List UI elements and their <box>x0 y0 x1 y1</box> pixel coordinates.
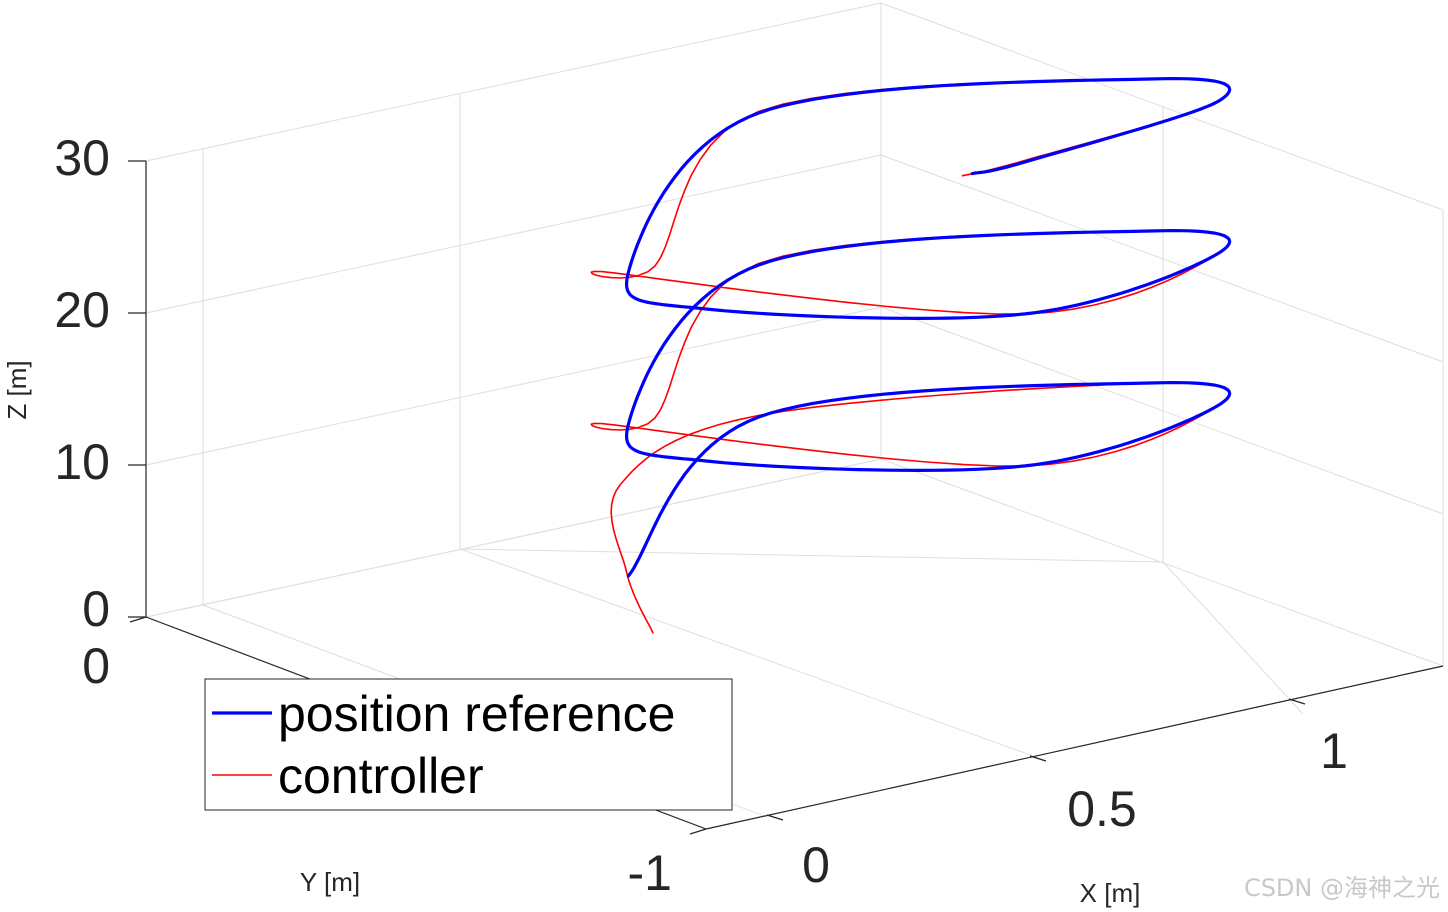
x-axis-line <box>705 665 1444 830</box>
x-tick-label: 1 <box>1320 723 1348 779</box>
z-tick-label: 20 <box>54 282 110 338</box>
y-axis-label: Y [m] <box>300 867 360 897</box>
z-tick-label: 10 <box>54 434 110 490</box>
x-tick-mark <box>1288 698 1306 705</box>
z-tick-label: 30 <box>54 130 110 186</box>
grid-line <box>145 458 882 618</box>
grid-line <box>880 306 1444 515</box>
x-tick-label: 0 <box>802 837 830 893</box>
grid-line <box>1162 561 1304 715</box>
tick-labels: 30 20 10 0 0 -1 0 0.5 1 <box>54 130 1348 901</box>
grid <box>145 2 1444 830</box>
grid-line <box>880 2 1444 211</box>
legend-box <box>204 678 733 811</box>
grid-line <box>880 458 1444 667</box>
y-tick-label: 0 <box>82 638 110 694</box>
grid-line <box>145 2 882 162</box>
legend-label-controller: controller <box>278 748 484 804</box>
x-tick-mark <box>1029 755 1047 762</box>
y-tick-mark <box>689 828 707 835</box>
legend-label-position-reference: position reference <box>278 686 675 742</box>
grid-line <box>145 306 882 466</box>
grid-line <box>459 548 1045 761</box>
grid-line <box>145 154 882 314</box>
legend: position reference controller <box>204 678 733 811</box>
grid-line <box>459 548 1164 563</box>
watermark: CSDN @海神之光 <box>1244 874 1440 902</box>
x-tick-label: 0.5 <box>1067 781 1137 837</box>
y-tick-label: -1 <box>628 845 672 901</box>
series-line-position-reference <box>625 77 1232 578</box>
x-tick-mark <box>766 814 784 821</box>
y-tick-mark <box>129 616 147 623</box>
grid-line <box>880 154 1444 363</box>
z-axis-label: Z [m] <box>2 360 32 419</box>
x-axis-label: X [m] <box>1080 878 1141 908</box>
plot-area <box>590 77 1232 634</box>
z-tick-label: 0 <box>82 581 110 637</box>
